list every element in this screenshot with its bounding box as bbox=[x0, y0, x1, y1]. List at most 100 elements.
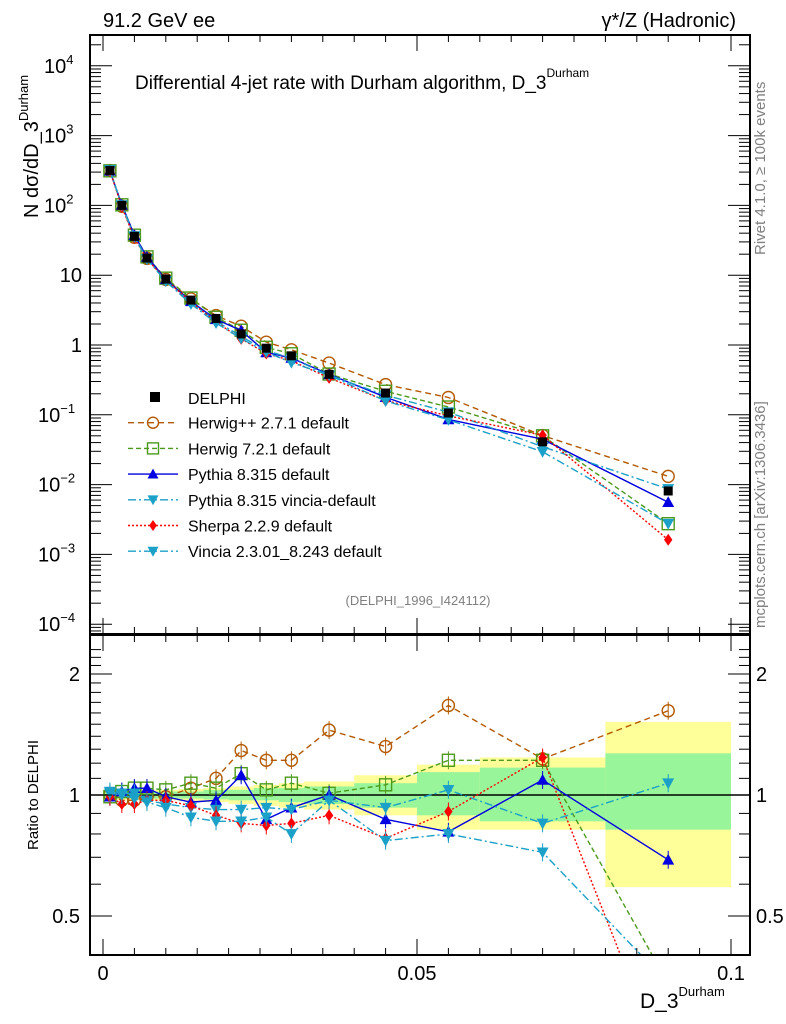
delphi-point-9 bbox=[286, 351, 296, 361]
series-5-point-ratio-11 bbox=[379, 835, 392, 847]
x-tick-label-2: 0.1 bbox=[717, 963, 745, 985]
y-axis-label-main: N dσ/dD_3 bbox=[21, 121, 43, 218]
series-lines bbox=[103, 163, 675, 955]
series-5-point-main-11 bbox=[379, 396, 392, 407]
x-axis-label-sup: Durham bbox=[679, 984, 725, 999]
series-5 bbox=[103, 165, 675, 955]
x-axis-label-main: D_3 bbox=[640, 990, 679, 1013]
legend-label-2: Pythia 8.315 default bbox=[188, 467, 330, 484]
series-3-point-ratio-14 bbox=[662, 778, 675, 790]
series-1 bbox=[103, 164, 675, 955]
y-tick-label-5: 10−1 bbox=[38, 401, 75, 427]
header-left: 91.2 GeV ee bbox=[103, 10, 215, 32]
series-5-point-ratio-9 bbox=[285, 829, 298, 840]
series-2-point-ratio-7 bbox=[235, 769, 248, 781]
delphi-point-13 bbox=[538, 437, 548, 447]
mcplots-label: mcplots.cern.ch [arXiv:1306.3436] bbox=[752, 401, 769, 628]
legend-marker-2 bbox=[147, 468, 159, 479]
delphi-point-2 bbox=[129, 231, 139, 241]
legend-marker-3 bbox=[147, 495, 159, 506]
delphi-point-10 bbox=[324, 369, 334, 379]
legend-marker-0 bbox=[146, 416, 160, 429]
rivet-label: Rivet 4.1.0, ≥ 100k events bbox=[752, 82, 769, 255]
ratio-y-tick-label-right-2: 0.5 bbox=[756, 906, 784, 928]
analysis-annotation: (DELPHI_1996_I424112) bbox=[345, 593, 490, 608]
x-tick-label-1: 0.05 bbox=[398, 963, 437, 985]
ratio-y-tick-label-right-0: 2 bbox=[756, 664, 767, 686]
legend-label-0: Herwig++ 2.7.1 default bbox=[188, 416, 350, 433]
series-5-point-main-12 bbox=[442, 414, 455, 426]
legend-label-4: Sherpa 2.2.9 default bbox=[188, 519, 333, 536]
series-5-point-ratio-7 bbox=[235, 816, 248, 828]
series-5-point-ratio-6 bbox=[210, 816, 223, 828]
legend-marker-1 bbox=[146, 442, 160, 455]
ratio-y-tick-label-left-0: 2 bbox=[69, 664, 80, 686]
series-4-point-ratio-9 bbox=[287, 817, 296, 830]
series-5-point-ratio-1 bbox=[115, 790, 128, 801]
series-1-point-ratio-12 bbox=[441, 753, 456, 767]
series-5-point-ratio-5 bbox=[184, 812, 197, 824]
ratio-y-tick-label-left-1: 1 bbox=[69, 785, 80, 807]
series-4-point-main-14 bbox=[664, 533, 673, 546]
y-tick-label-0: 104 bbox=[44, 52, 73, 78]
series-5-point-main-9 bbox=[285, 357, 298, 369]
series-2-point-ratio-3 bbox=[140, 782, 153, 793]
legend: DELPHI Herwig++ 2.7.1 default Herwig 7.2.1… bbox=[128, 391, 382, 561]
delphi-point-12 bbox=[443, 408, 453, 418]
series-1-point-ratio-8 bbox=[259, 783, 273, 797]
series-delphi bbox=[105, 166, 673, 496]
series-1-point-ratio-5 bbox=[184, 776, 198, 790]
series-2-point-ratio-6 bbox=[210, 794, 223, 806]
y-tick-label-4: 1 bbox=[71, 335, 82, 357]
uncertainty-bands bbox=[103, 721, 731, 888]
ratio-y-tick-label-left-2: 0.5 bbox=[52, 906, 80, 928]
ratio-y-tick-label-right-1: 1 bbox=[756, 785, 767, 807]
series-3-point-ratio-12 bbox=[442, 785, 455, 796]
delphi-point-0 bbox=[105, 166, 115, 176]
delphi-point-6 bbox=[211, 313, 221, 323]
series-4-point-ratio-10 bbox=[324, 809, 334, 822]
series-2-point-ratio-11 bbox=[379, 813, 392, 825]
series-3-point-ratio-13 bbox=[536, 818, 549, 830]
series-5-point-ratio-13 bbox=[536, 847, 549, 859]
legend-label-1: Herwig 7.2.1 default bbox=[188, 441, 331, 458]
delphi-point-3 bbox=[142, 253, 152, 263]
delphi-point-11 bbox=[381, 388, 391, 398]
chart-title-sup: Durham bbox=[547, 66, 590, 80]
series-5-point-ratio-10 bbox=[323, 795, 336, 807]
series-3-point-ratio-11 bbox=[379, 802, 392, 814]
header-right: γ*/Z (Hadronic) bbox=[602, 10, 736, 32]
x-tick-label-0: 0 bbox=[97, 963, 108, 985]
y-tick-label-2: 102 bbox=[44, 191, 73, 217]
series-3-point-ratio-7 bbox=[235, 804, 248, 816]
y-tick-label-7: 10−3 bbox=[38, 540, 75, 566]
series-0-point-main-10 bbox=[322, 356, 336, 370]
series-0-point-ratio-10 bbox=[322, 723, 336, 737]
series-2-point-ratio-14 bbox=[662, 853, 675, 865]
y-axis-label-sup: Durham bbox=[16, 75, 31, 121]
series-0-point-main-12 bbox=[441, 390, 456, 405]
delphi-point-1 bbox=[117, 200, 127, 210]
series-5-point-ratio-0 bbox=[103, 788, 116, 800]
chart-title: Differential 4-jet rate with Durham algo… bbox=[135, 66, 589, 94]
series-0-point-ratio-14 bbox=[661, 704, 675, 718]
series-5-point-ratio-8 bbox=[260, 812, 273, 824]
series-line-main-4 bbox=[109, 170, 669, 541]
legend-label-3: Pythia 8.315 vincia-default bbox=[188, 493, 376, 510]
series-1-point-ratio-11 bbox=[378, 778, 393, 792]
ratio-y-axis-label: Ratio to DELPHI bbox=[25, 740, 42, 850]
legend-label-5: Vincia 2.3.01_8.243 default bbox=[188, 544, 382, 561]
delphi-point-14 bbox=[663, 486, 673, 496]
legend-label-delphi: DELPHI bbox=[188, 391, 246, 408]
series-5-point-ratio-2 bbox=[128, 793, 141, 805]
series-5-point-ratio-12 bbox=[442, 829, 455, 840]
series-0-point-main-14 bbox=[661, 469, 675, 484]
series-5-point-ratio-4 bbox=[159, 802, 172, 814]
series-0 bbox=[103, 163, 675, 810]
series-2-point-main-14 bbox=[662, 496, 675, 508]
series-4-point-ratio-13 bbox=[538, 751, 547, 764]
series-1-point-ratio-9 bbox=[284, 776, 299, 790]
legend-marker-4 bbox=[149, 520, 157, 531]
